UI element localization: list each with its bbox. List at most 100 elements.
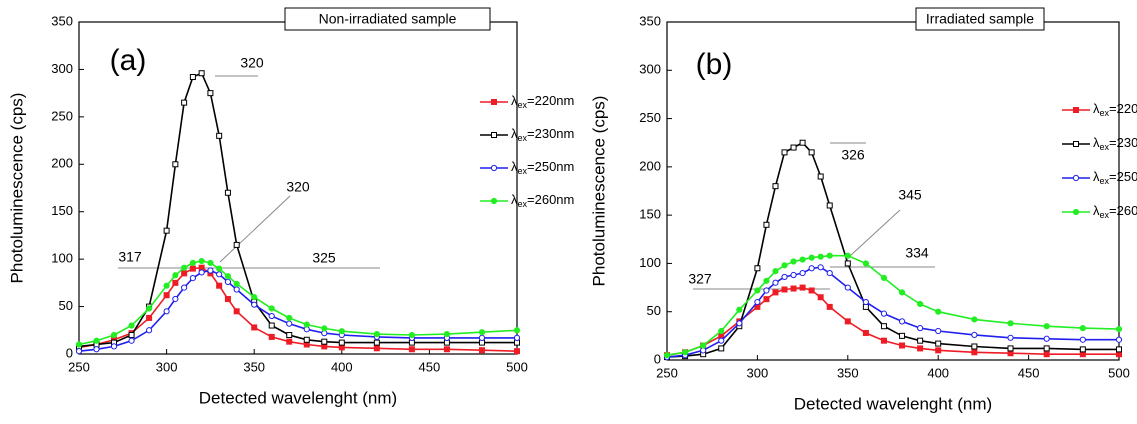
x-tick-label: 350 — [243, 359, 265, 374]
marker — [93, 337, 100, 344]
marker — [286, 314, 293, 322]
marker — [880, 310, 888, 317]
marker — [899, 342, 906, 349]
marker — [75, 348, 83, 355]
marker — [880, 274, 888, 282]
marker — [772, 183, 779, 190]
marker — [224, 273, 232, 280]
series-line — [666, 286, 1119, 356]
marker — [808, 149, 815, 156]
marker — [799, 284, 806, 291]
marker — [826, 269, 833, 277]
y-tick-label: 0 — [66, 345, 73, 360]
peak-label: 325 — [312, 250, 336, 266]
marker — [1007, 334, 1014, 341]
y-tick-label: 250 — [51, 108, 73, 123]
x-tick-label: 250 — [656, 365, 678, 380]
marker — [781, 273, 788, 281]
marker — [373, 339, 380, 346]
marker — [817, 173, 824, 180]
marker — [1115, 336, 1123, 343]
y-tick-label: 200 — [51, 156, 73, 171]
marker — [826, 252, 833, 259]
marker — [233, 308, 240, 315]
marker — [700, 342, 707, 349]
marker — [321, 338, 328, 345]
marker — [321, 325, 328, 332]
marker — [971, 343, 978, 350]
y-axis-label: Photoluminescence (cps) — [7, 93, 26, 284]
marker — [1116, 351, 1122, 358]
marker — [763, 296, 770, 303]
marker — [75, 341, 83, 348]
marker — [971, 349, 978, 356]
x-tick-label: 400 — [927, 365, 949, 380]
marker — [817, 294, 824, 301]
marker — [189, 265, 196, 272]
marker — [808, 265, 815, 272]
marker — [268, 322, 275, 329]
series-line — [78, 260, 518, 346]
legend-marker — [491, 99, 497, 105]
marker — [181, 284, 188, 291]
marker — [1043, 345, 1050, 352]
marker — [880, 337, 887, 344]
marker — [110, 343, 118, 350]
y-tick-label: 50 — [59, 298, 73, 313]
y-tick-label: 50 — [647, 303, 661, 318]
marker — [286, 332, 293, 339]
marker — [198, 70, 205, 77]
marker — [233, 241, 240, 248]
marker — [443, 330, 451, 338]
marker — [1079, 336, 1086, 343]
marker — [513, 327, 521, 334]
marker — [163, 292, 170, 299]
x-tick-label: 350 — [837, 365, 859, 380]
marker — [718, 345, 725, 352]
y-tick-label: 350 — [51, 13, 73, 28]
y-tick-label: 100 — [639, 255, 661, 270]
marker — [935, 327, 942, 335]
y-axis-label: Photoluminescence (cps) — [589, 96, 608, 287]
marker — [478, 334, 486, 341]
marker — [1043, 351, 1050, 358]
marker — [216, 282, 223, 289]
marker — [373, 345, 380, 352]
marker — [408, 346, 415, 353]
marker — [898, 318, 906, 325]
legend-label: λex=220nm — [511, 93, 574, 110]
marker — [268, 333, 275, 340]
marker — [216, 265, 223, 272]
legend-label: λex=260nm — [511, 192, 574, 209]
panel-label: (b) — [696, 48, 733, 81]
marker — [216, 132, 223, 139]
marker — [772, 279, 779, 286]
peak-label: 317 — [118, 249, 142, 265]
legend-marker — [1073, 141, 1079, 147]
marker — [898, 289, 906, 296]
marker — [790, 285, 797, 292]
marker — [373, 330, 380, 338]
marker — [513, 334, 521, 341]
marker — [443, 346, 450, 353]
marker — [207, 267, 214, 274]
y-tick-label: 200 — [639, 158, 661, 173]
marker — [1079, 351, 1086, 358]
x-axis-label: Detected wavelenght (nm) — [794, 394, 992, 413]
marker — [1079, 346, 1086, 353]
marker — [917, 325, 924, 332]
marker — [718, 337, 725, 344]
x-tick-label: 250 — [68, 359, 90, 374]
marker — [736, 306, 743, 313]
marker — [808, 287, 815, 294]
peak-label: 327 — [688, 271, 712, 287]
y-tick-label: 100 — [51, 251, 73, 266]
marker — [1043, 335, 1050, 342]
x-tick-label: 450 — [1018, 365, 1040, 380]
legend-marker — [1072, 208, 1080, 216]
legend-label: λex=230nm — [1093, 135, 1137, 152]
marker — [145, 327, 153, 334]
x-tick-label: 450 — [419, 359, 441, 374]
marker — [303, 321, 310, 328]
legend-marker — [490, 164, 498, 172]
